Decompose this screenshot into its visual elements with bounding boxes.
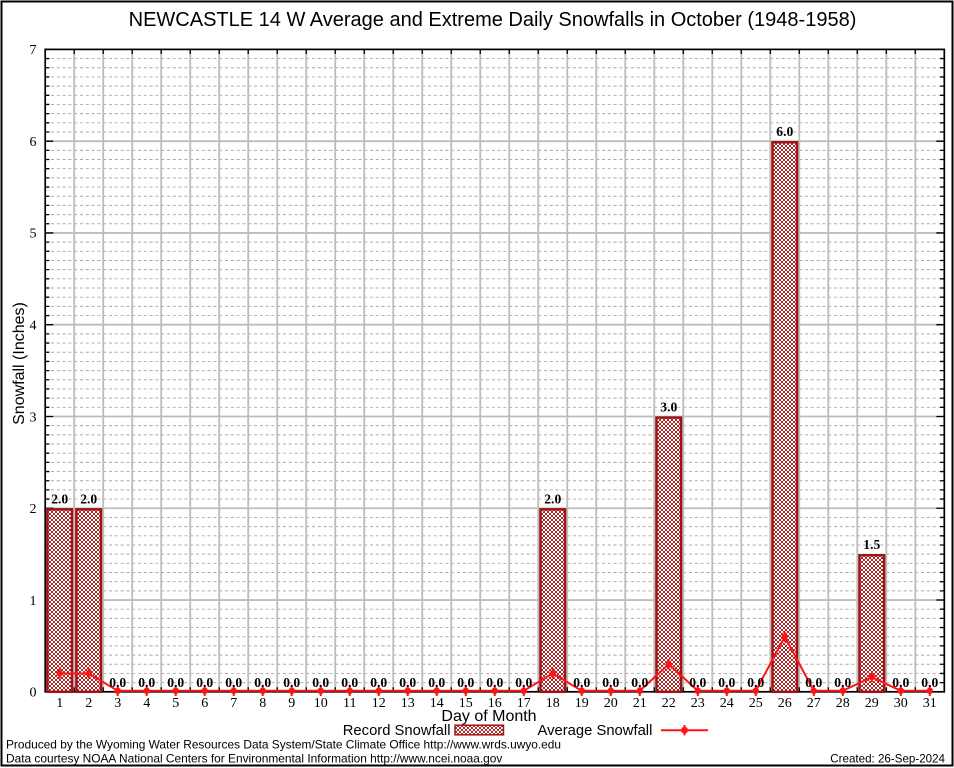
svg-text:8: 8 xyxy=(259,696,266,711)
svg-text:2: 2 xyxy=(30,502,37,517)
svg-text:12: 12 xyxy=(372,696,386,711)
svg-text:10: 10 xyxy=(314,696,328,711)
svg-text:19: 19 xyxy=(575,696,589,711)
svg-text:15: 15 xyxy=(459,696,473,711)
svg-text:22: 22 xyxy=(662,696,676,711)
svg-text:Created: 26-Sep-2024: Created: 26-Sep-2024 xyxy=(830,752,945,765)
svg-text:3.0: 3.0 xyxy=(660,399,677,414)
svg-text:0.0: 0.0 xyxy=(573,675,590,690)
svg-text:16: 16 xyxy=(488,696,502,711)
svg-text:0.0: 0.0 xyxy=(254,675,271,690)
svg-text:2: 2 xyxy=(85,696,92,711)
svg-text:17: 17 xyxy=(517,696,531,711)
svg-text:28: 28 xyxy=(836,696,850,711)
svg-text:0.0: 0.0 xyxy=(138,675,155,690)
svg-text:0.0: 0.0 xyxy=(399,675,416,690)
svg-text:5: 5 xyxy=(30,227,37,242)
svg-text:9: 9 xyxy=(288,696,295,711)
svg-text:31: 31 xyxy=(923,696,937,711)
svg-text:25: 25 xyxy=(749,696,763,711)
svg-text:NEWCASTLE 14 W Average and Ext: NEWCASTLE 14 W Average and Extreme Daily… xyxy=(129,9,857,31)
svg-text:29: 29 xyxy=(865,696,879,711)
svg-text:5: 5 xyxy=(172,696,179,711)
svg-text:0.0: 0.0 xyxy=(921,675,938,690)
svg-text:0.0: 0.0 xyxy=(167,675,184,690)
svg-text:0.0: 0.0 xyxy=(225,675,242,690)
svg-text:27: 27 xyxy=(807,696,821,711)
svg-text:3: 3 xyxy=(114,696,121,711)
svg-text:0.0: 0.0 xyxy=(109,675,126,690)
svg-text:23: 23 xyxy=(691,696,705,711)
svg-text:0.0: 0.0 xyxy=(341,675,358,690)
svg-text:Produced by the Wyoming Water: Produced by the Wyoming Water Resources … xyxy=(6,738,561,752)
svg-text:26: 26 xyxy=(778,696,792,711)
svg-text:18: 18 xyxy=(546,696,560,711)
svg-text:2.0: 2.0 xyxy=(80,491,97,506)
svg-text:1: 1 xyxy=(30,594,37,609)
svg-text:Data courtesy NOAA National Ce: Data courtesy NOAA National Centers for … xyxy=(6,751,502,765)
svg-text:4: 4 xyxy=(30,319,37,334)
svg-text:Average Snowfall: Average Snowfall xyxy=(538,723,653,739)
svg-text:0.0: 0.0 xyxy=(196,675,213,690)
svg-text:24: 24 xyxy=(720,696,734,711)
svg-text:7: 7 xyxy=(30,43,37,58)
svg-text:0.0: 0.0 xyxy=(428,675,445,690)
svg-text:2.0: 2.0 xyxy=(544,491,561,506)
svg-text:0.0: 0.0 xyxy=(312,675,329,690)
svg-text:Snowfall (Inches): Snowfall (Inches) xyxy=(11,302,28,425)
svg-text:1.5: 1.5 xyxy=(863,537,880,552)
svg-text:Day of Month: Day of Month xyxy=(441,708,536,725)
svg-text:30: 30 xyxy=(894,696,908,711)
svg-text:0.0: 0.0 xyxy=(689,675,706,690)
svg-text:0.0: 0.0 xyxy=(747,675,764,690)
svg-text:0.0: 0.0 xyxy=(602,675,619,690)
svg-text:1: 1 xyxy=(56,696,63,711)
svg-text:0: 0 xyxy=(30,686,37,701)
svg-text:13: 13 xyxy=(401,696,415,711)
svg-text:0.0: 0.0 xyxy=(370,675,387,690)
svg-text:2.0: 2.0 xyxy=(51,491,68,506)
svg-text:0.0: 0.0 xyxy=(805,675,822,690)
svg-text:0.0: 0.0 xyxy=(283,675,300,690)
svg-text:6.0: 6.0 xyxy=(776,124,793,139)
svg-text:Record Snowfall: Record Snowfall xyxy=(343,723,451,739)
svg-text:21: 21 xyxy=(633,696,647,711)
svg-text:0.0: 0.0 xyxy=(486,675,503,690)
svg-text:14: 14 xyxy=(430,696,444,711)
svg-text:0.0: 0.0 xyxy=(457,675,474,690)
svg-text:0.0: 0.0 xyxy=(892,675,909,690)
svg-text:0.0: 0.0 xyxy=(515,675,532,690)
svg-text:0.0: 0.0 xyxy=(718,675,735,690)
svg-text:6: 6 xyxy=(201,696,208,711)
svg-text:20: 20 xyxy=(604,696,618,711)
svg-text:7: 7 xyxy=(230,696,237,711)
svg-text:11: 11 xyxy=(343,696,356,711)
svg-text:0.0: 0.0 xyxy=(631,675,648,690)
svg-text:4: 4 xyxy=(143,696,150,711)
svg-text:3: 3 xyxy=(30,410,37,425)
svg-text:6: 6 xyxy=(30,135,37,150)
svg-text:0.0: 0.0 xyxy=(834,675,851,690)
